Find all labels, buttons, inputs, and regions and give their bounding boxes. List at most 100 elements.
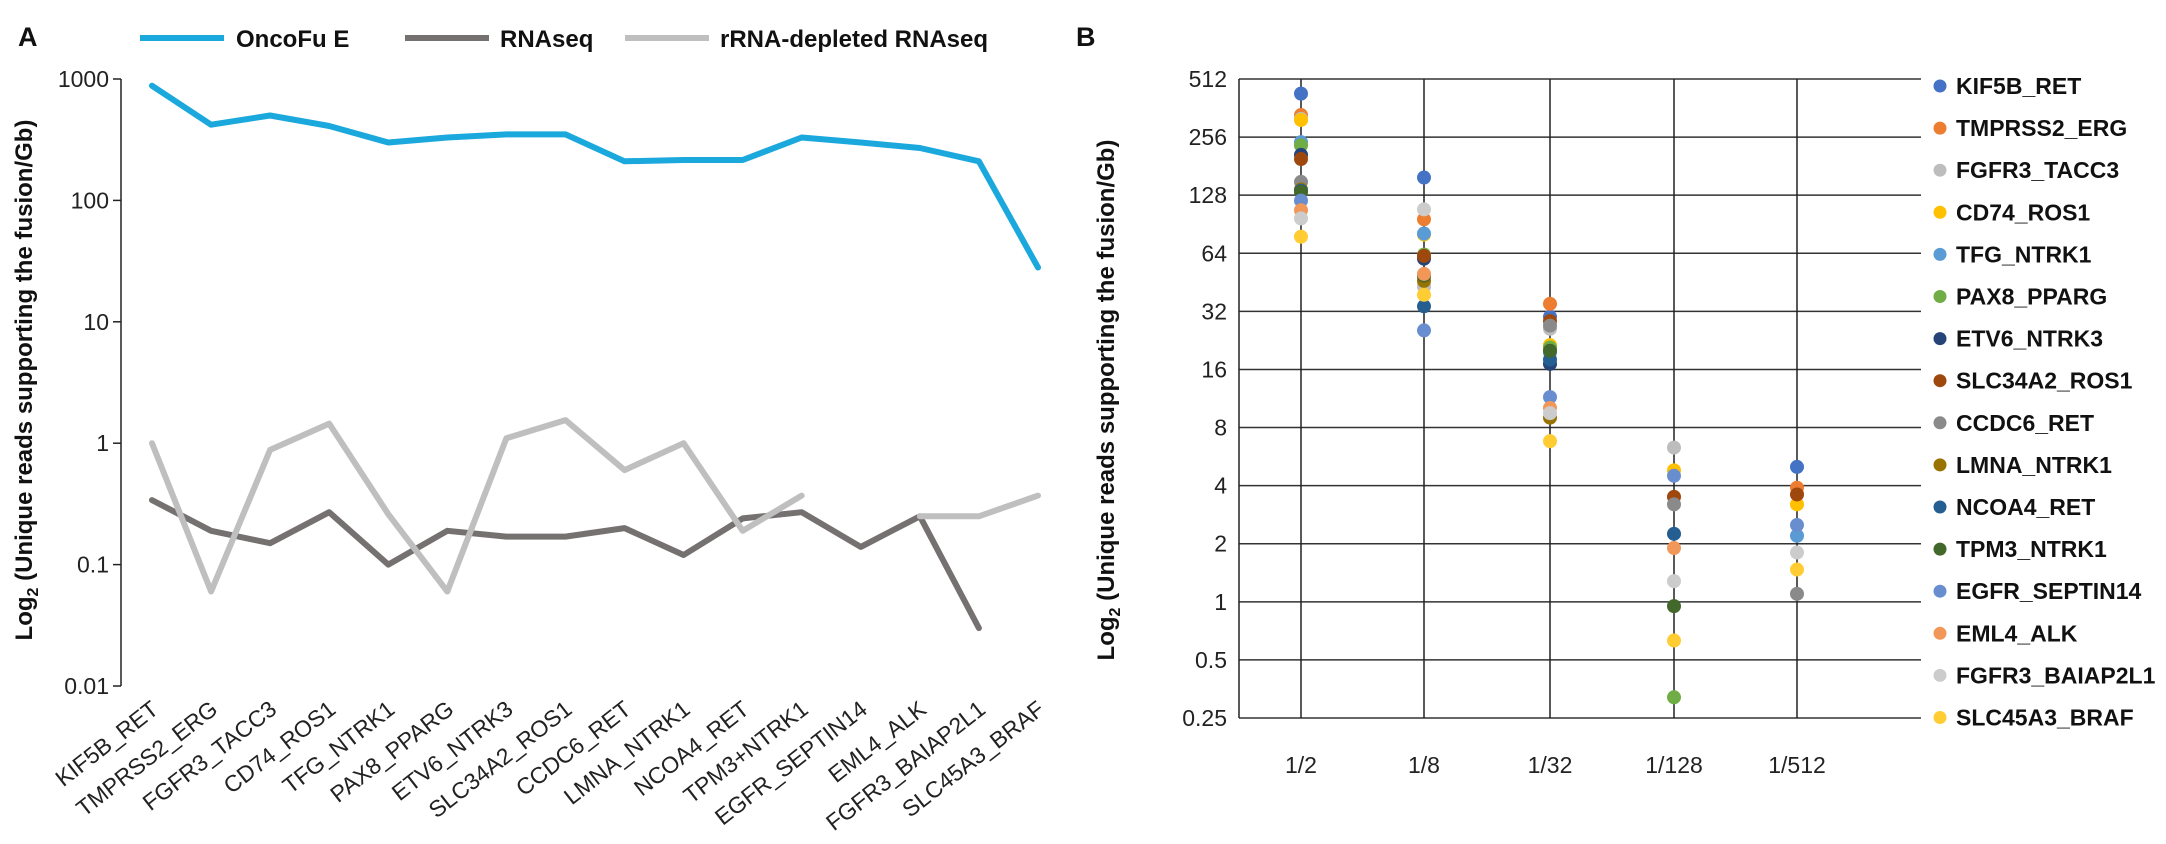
- legend-marker: [1933, 290, 1947, 303]
- y-tick-label: 2: [1214, 531, 1227, 557]
- data-point: [1543, 406, 1557, 421]
- y-tick-label: 100: [71, 187, 109, 213]
- y-tick-label: 0.01: [64, 673, 109, 699]
- data-point: [1790, 586, 1804, 601]
- series-ncoa4-ret: [1294, 183, 1681, 541]
- legend-marker: [1933, 458, 1947, 472]
- series-line: [916, 492, 1041, 520]
- data-point: [1417, 248, 1431, 263]
- legend-label: SLC45A3_BRAF: [1956, 705, 2134, 731]
- legend-marker: [1933, 121, 1947, 135]
- data-point: [1417, 299, 1431, 314]
- series-oncofu-e: [149, 82, 1041, 271]
- series-rnaseq: [149, 497, 982, 632]
- legend-label: SLC34A2_ROS1: [1956, 368, 2133, 394]
- x-tick-label: 1/128: [1645, 752, 1703, 778]
- data-point: [1667, 633, 1681, 648]
- data-point: [1294, 86, 1308, 101]
- data-point: [1667, 541, 1681, 556]
- y-tick-label: 64: [1201, 240, 1227, 266]
- legend-marker: [1933, 247, 1947, 261]
- y-tick-label: 32: [1201, 298, 1227, 324]
- data-point: [1667, 526, 1681, 541]
- y-tick-label: 1000: [58, 66, 109, 92]
- legend-label: FGFR3_BAIAP2L1: [1956, 662, 2156, 688]
- y-tick-label: 1: [96, 430, 109, 456]
- data-point: [1417, 170, 1431, 185]
- legend-label: RNAseq: [500, 26, 593, 53]
- data-point: [1417, 287, 1431, 302]
- data-point: [1543, 343, 1557, 358]
- series-fgfr3-tacc3: [1294, 111, 1681, 455]
- legend-marker: [1933, 542, 1947, 556]
- legend-marker: [1933, 332, 1947, 346]
- series-tpm3-ntrk1: [1294, 184, 1681, 614]
- y-axis-label: Log2 (Unique reads supporting the fusion…: [1093, 140, 1124, 661]
- data-point: [1667, 574, 1681, 589]
- legend-marker: [1933, 668, 1947, 682]
- data-point: [1417, 226, 1431, 241]
- y-tick-label: 0.1: [77, 552, 109, 578]
- y-tick-label: 10: [83, 309, 109, 335]
- legend-marker: [1933, 711, 1947, 724]
- data-point: [1417, 266, 1431, 281]
- data-point: [1417, 323, 1431, 338]
- series-egfr-septin14: [1294, 193, 1804, 533]
- scatter-chart-b: 512 256 128 64 32 16 8 4 2 1 0.5 0.25 1/2 1/8 1/32 1/12…: [1093, 66, 2156, 778]
- data-point: [1417, 212, 1431, 227]
- y-tick-label: 512: [1189, 66, 1227, 92]
- data-point: [1417, 202, 1431, 217]
- data-point: [1790, 518, 1804, 533]
- legend-label: rRNA-depleted RNAseq: [720, 26, 988, 53]
- data-point: [1790, 497, 1804, 512]
- data-point: [1294, 152, 1308, 167]
- panel-a-label: A: [18, 22, 38, 52]
- data-point: [1294, 211, 1308, 226]
- y-tick-label: 128: [1189, 182, 1227, 208]
- series-eml4-alk: [1294, 203, 1681, 556]
- series-line: [149, 417, 805, 595]
- legend-label: EGFR_SEPTIN14: [1956, 578, 2142, 604]
- data-point: [1294, 193, 1308, 208]
- legend-label: OncoFu E: [236, 26, 349, 53]
- legend-marker: [1933, 374, 1947, 388]
- legend-marker: [1933, 205, 1947, 219]
- legend-label: KIF5B_RET: [1956, 73, 2081, 99]
- series-line: [149, 497, 982, 632]
- legend-label: CD74_ROS1: [1956, 199, 2090, 225]
- data-point: [1667, 440, 1681, 455]
- data-point: [1667, 497, 1681, 512]
- legend-label: ETV6_NTRK3: [1956, 326, 2103, 352]
- y-tick-label: 0.5: [1195, 647, 1227, 673]
- data-point: [1667, 690, 1681, 705]
- y-tick-label: 16: [1201, 356, 1227, 382]
- series-pax8-pparg: [1294, 138, 1681, 705]
- legend-marker: [1933, 500, 1947, 514]
- legend-marker: [1933, 79, 1947, 93]
- legend-label: CCDC6_RET: [1956, 410, 2094, 436]
- data-point: [1790, 487, 1804, 502]
- legend-label: TMPRSS2_ERG: [1956, 115, 2127, 141]
- legend-marker: [1933, 163, 1947, 177]
- legend-label: TFG_NTRK1: [1956, 241, 2092, 267]
- data-point: [1543, 296, 1557, 311]
- series-ccdc6-ret: [1294, 174, 1804, 601]
- series-slc45a3-braf: [1294, 229, 1804, 648]
- y-axis-label: Log2 (Unique reads supporting the fusion…: [11, 120, 42, 641]
- data-point: [1543, 390, 1557, 405]
- panel-b-label: B: [1076, 22, 1096, 52]
- series-rrna-depleted-rnaseq: [149, 417, 1041, 595]
- legend-label: FGFR3_TACC3: [1956, 157, 2119, 183]
- data-point: [1667, 599, 1681, 614]
- x-tick-label: 1/32: [1528, 752, 1573, 778]
- data-point: [1294, 229, 1308, 244]
- legend-marker: [1933, 584, 1947, 598]
- y-tick-label: 8: [1214, 415, 1227, 441]
- y-tick-label: 4: [1214, 473, 1227, 499]
- y-tick-label: 256: [1189, 124, 1227, 150]
- legend-label: PAX8_PPARG: [1956, 284, 2107, 310]
- legend-label: TPM3_NTRK1: [1956, 536, 2107, 562]
- x-tick-label: 1/8: [1408, 752, 1440, 778]
- legend-marker: [1933, 626, 1947, 640]
